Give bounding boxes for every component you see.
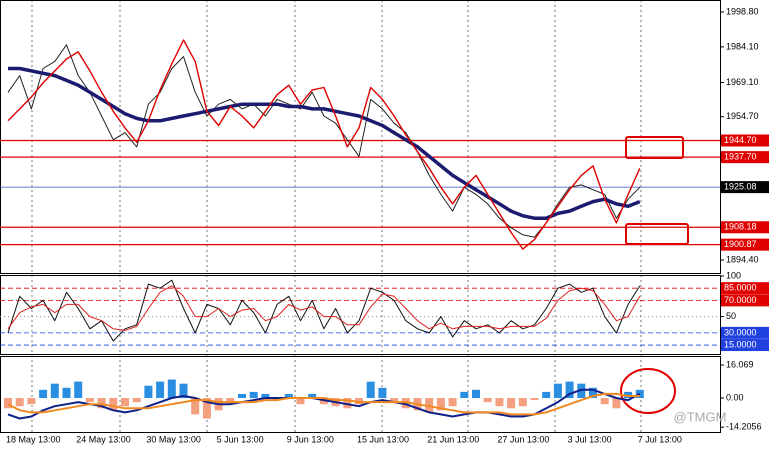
- level-label-box: [721, 221, 769, 234]
- y-tick-label: 1969.10: [726, 77, 759, 87]
- level-label: 1900.87: [724, 239, 757, 249]
- zone-box: [625, 223, 689, 245]
- x-tick-label: 30 May 13:00: [146, 434, 201, 444]
- series-line: [8, 66, 641, 220]
- y-tick-label: 1954.70: [726, 111, 759, 121]
- histogram-bar: [448, 398, 457, 407]
- histogram-bar: [565, 381, 574, 399]
- histogram-bar: [156, 381, 165, 399]
- histogram-bar: [62, 387, 71, 399]
- histogram-bar: [132, 398, 141, 403]
- current-price-label: 1925.08: [724, 181, 757, 191]
- histogram-bar: [589, 387, 597, 399]
- histogram-bar: [284, 393, 293, 399]
- histogram-bar: [39, 389, 48, 399]
- histogram-bar: [542, 391, 551, 399]
- series-line: [7, 392, 640, 416]
- level-label: 70.0000: [724, 295, 757, 305]
- histogram-bar: [390, 398, 399, 403]
- y-tick-label: 16.069: [726, 359, 754, 369]
- histogram-bar: [530, 398, 539, 401]
- level-label: 15.0000: [724, 339, 757, 349]
- highlight-circle: [620, 368, 676, 414]
- x-tick-label: 3 Jul 13:00: [568, 434, 612, 444]
- level-label: 1944.70: [724, 135, 757, 145]
- histogram-bar: [518, 398, 527, 407]
- watermark: @TMGM: [674, 409, 727, 424]
- x-tick-label: 27 Jun 13:00: [497, 434, 549, 444]
- y-tick-label: 0.00: [726, 392, 744, 402]
- histogram-bar: [202, 398, 211, 419]
- histogram-bar: [624, 391, 633, 399]
- histogram-bar: [109, 398, 118, 411]
- x-tick-label: 18 May 13:00: [6, 434, 61, 444]
- level-label: 1937.70: [724, 152, 757, 162]
- histogram-bar: [308, 393, 317, 399]
- y-tick-label: 50: [726, 311, 736, 321]
- histogram-bar: [273, 398, 282, 401]
- histogram-bar: [238, 393, 246, 399]
- histogram-bar: [472, 389, 480, 399]
- histogram-bar: [553, 383, 562, 399]
- level-label-box: [721, 326, 769, 339]
- y-tick-label: 100: [726, 270, 741, 280]
- y-tick-label: -14.2056: [726, 422, 762, 432]
- histogram-bar: [15, 398, 24, 407]
- x-tick-label: 5 Jun 13:00: [217, 434, 264, 444]
- level-label-box: [721, 134, 769, 147]
- histogram-bar: [85, 398, 94, 403]
- histogram-bar: [27, 398, 36, 405]
- histogram-bar: [97, 398, 106, 409]
- y-tick-label: 1894.40: [726, 254, 759, 264]
- y-tick-label: 1998.80: [726, 6, 759, 16]
- histogram-bar: [261, 393, 270, 399]
- level-label-box: [721, 339, 769, 352]
- histogram-bar: [191, 398, 200, 415]
- level-label: 1908.18: [724, 222, 757, 232]
- histogram-bar: [378, 387, 387, 399]
- x-tick-label: 21 Jun 13:00: [427, 434, 479, 444]
- histogram-bar: [144, 385, 153, 399]
- series-line: [7, 285, 641, 331]
- histogram-bar: [612, 398, 621, 409]
- y-tick-label: 1984.10: [726, 41, 759, 51]
- histogram-bar: [483, 398, 492, 403]
- zone-box: [625, 136, 684, 159]
- x-tick-label: 9 Jun 13:00: [287, 434, 334, 444]
- histogram-bar: [296, 398, 305, 405]
- histogram-bar: [343, 398, 352, 409]
- histogram-bar: [507, 398, 516, 409]
- level-label: 85.0000: [724, 283, 757, 293]
- histogram-bar: [366, 381, 375, 399]
- histogram-bar: [4, 398, 12, 409]
- series-line: [7, 44, 641, 238]
- current-price-box: [721, 181, 769, 194]
- histogram-bar: [74, 381, 83, 399]
- histogram-bar: [121, 398, 129, 407]
- x-tick-label: 24 May 13:00: [76, 434, 131, 444]
- level-label-box: [721, 282, 769, 295]
- level-label-box: [721, 238, 769, 251]
- panel-borders: [0, 0, 721, 433]
- series-line: [7, 279, 641, 342]
- histogram-bar: [179, 383, 188, 399]
- x-tick-label: 7 Jul 13:00: [638, 434, 682, 444]
- series-line: [7, 39, 641, 250]
- histogram-bar: [460, 391, 469, 399]
- level-label: 30.0000: [724, 327, 757, 337]
- histogram-bar: [167, 379, 176, 399]
- histogram-bar: [249, 391, 258, 399]
- level-label-box: [721, 151, 769, 164]
- x-tick-label: 15 Jun 13:00: [357, 434, 409, 444]
- histogram-bar: [600, 398, 609, 405]
- histogram-bar: [50, 383, 59, 399]
- level-label-box: [721, 294, 769, 307]
- histogram-bar: [495, 398, 504, 407]
- histogram-bar: [436, 398, 445, 411]
- histogram-bar: [401, 398, 410, 409]
